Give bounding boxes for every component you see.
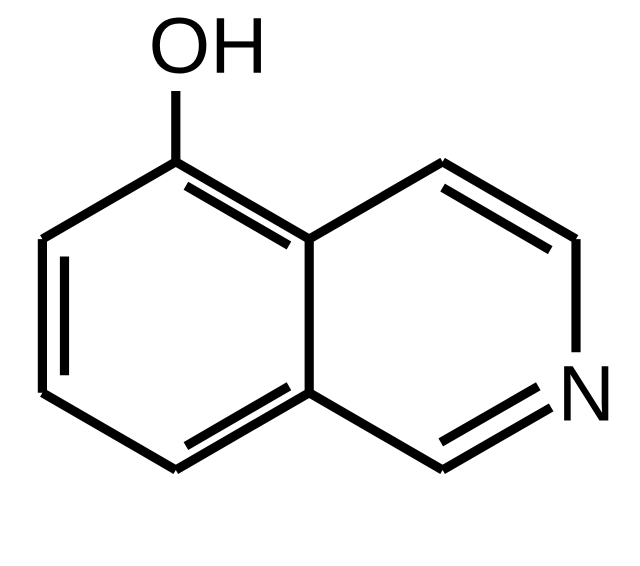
molecule-canvas: OH N (0, 0, 640, 566)
atom-label-n: N (558, 348, 615, 437)
atom-label-oh: OH (149, 1, 268, 90)
bond-c8-c8a (176, 393, 309, 470)
bond-c4a-c5 (176, 162, 309, 239)
bond-n2-c1 (443, 407, 552, 470)
bond-c1-c8a (309, 393, 442, 470)
bond-c4a-c4 (309, 162, 442, 239)
bond-n2-c1-inner (441, 386, 539, 442)
bond-c5-c6 (42, 162, 175, 239)
bond-c7-c8 (42, 393, 175, 470)
